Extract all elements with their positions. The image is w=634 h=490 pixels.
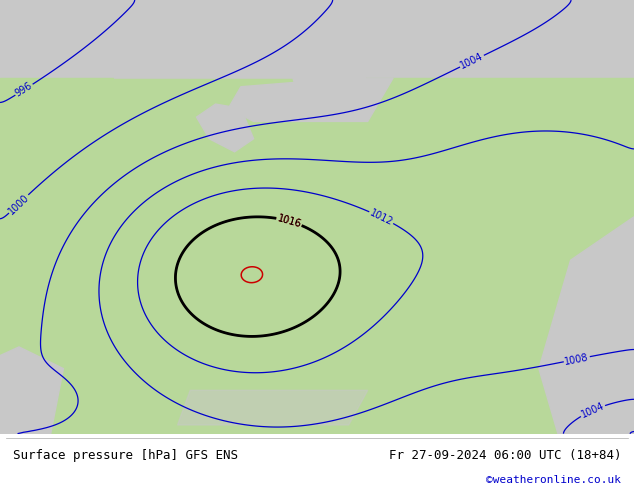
Text: 1012: 1012 [368, 207, 394, 227]
Text: ©weatheronline.co.uk: ©weatheronline.co.uk [486, 475, 621, 485]
Text: 1004: 1004 [579, 401, 606, 420]
Polygon shape [539, 217, 634, 434]
Polygon shape [0, 347, 63, 434]
Polygon shape [197, 104, 254, 152]
Text: Surface pressure [hPa] GFS ENS: Surface pressure [hPa] GFS ENS [13, 448, 238, 462]
Polygon shape [228, 78, 393, 122]
Text: 1016: 1016 [276, 213, 302, 229]
Text: Fr 27-09-2024 06:00 UTC (18+84): Fr 27-09-2024 06:00 UTC (18+84) [389, 448, 621, 462]
Polygon shape [114, 52, 190, 78]
Text: 1000: 1000 [6, 192, 31, 216]
Text: 1016: 1016 [276, 213, 302, 229]
Polygon shape [178, 390, 368, 425]
Polygon shape [178, 0, 393, 78]
Text: 996: 996 [13, 80, 34, 99]
Polygon shape [285, 35, 368, 104]
Text: 1008: 1008 [564, 352, 590, 367]
Text: 1004: 1004 [459, 51, 485, 71]
